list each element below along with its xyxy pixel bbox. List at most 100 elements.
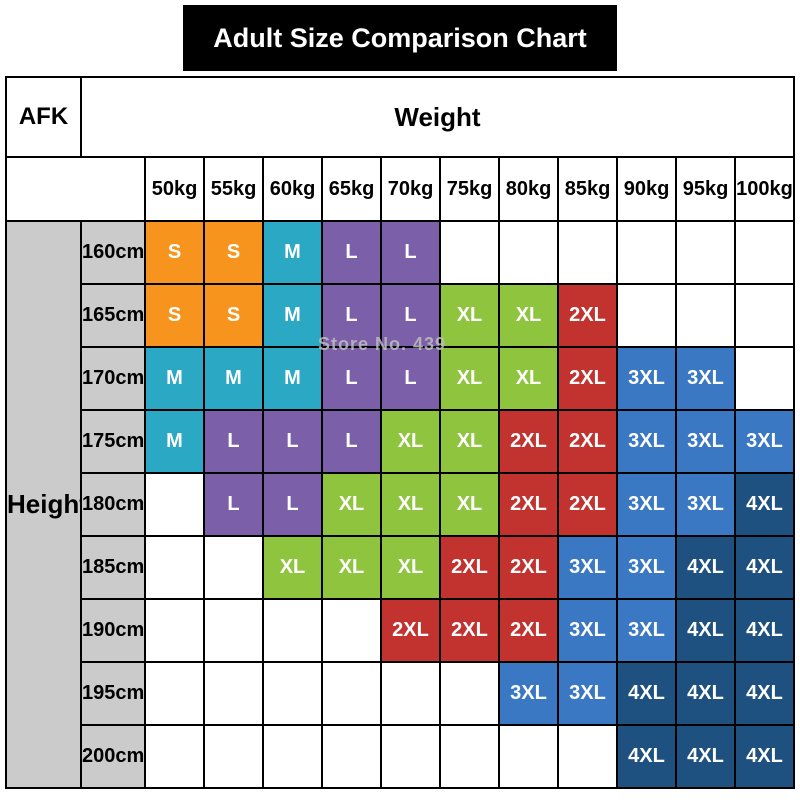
height-label: 170cm <box>80 346 146 411</box>
size-cell: 3XL <box>616 346 677 411</box>
size-cell: L <box>321 409 382 474</box>
weight-header: Weight <box>80 76 795 158</box>
size-cell: 4XL <box>734 472 795 537</box>
weight-label: 75kg <box>439 156 500 222</box>
size-cell: S <box>203 283 264 348</box>
height-label: 185cm <box>80 535 146 600</box>
empty-cell <box>144 661 205 726</box>
size-cell: 4XL <box>675 661 736 726</box>
size-cell: M <box>262 346 323 411</box>
size-cell: 4XL <box>675 535 736 600</box>
size-cell: M <box>262 283 323 348</box>
empty-cell <box>557 724 618 789</box>
empty-cell <box>734 283 795 348</box>
empty-cell <box>439 220 500 285</box>
weight-label: 55kg <box>203 156 264 222</box>
empty-cell <box>203 598 264 663</box>
table-row: 200cm 4XL 4XL 4XL <box>6 724 795 789</box>
weight-label: 95kg <box>675 156 736 222</box>
size-cell: XL <box>380 472 441 537</box>
size-cell: L <box>262 409 323 474</box>
title-bar: Adult Size Comparison Chart <box>5 5 795 71</box>
table-row: 195cm 3XL 3XL 4XL 4XL 4XL <box>6 661 795 726</box>
size-cell: L <box>380 220 441 285</box>
empty-cell <box>262 724 323 789</box>
empty-cell <box>616 283 677 348</box>
header-row: AFK Weight <box>5 76 795 158</box>
size-cell: XL <box>380 409 441 474</box>
size-cell: L <box>321 283 382 348</box>
size-cell: 3XL <box>675 346 736 411</box>
blank-corner-cell <box>5 156 146 222</box>
table-row: 190cm 2XL 2XL 2XL 3XL 3XL 4XL 4XL <box>6 598 795 663</box>
size-cell: 3XL <box>557 661 618 726</box>
size-cell: XL <box>498 283 559 348</box>
size-cell: 4XL <box>734 724 795 789</box>
size-cell: 2XL <box>557 472 618 537</box>
size-cell: XL <box>439 346 500 411</box>
size-cell: 3XL <box>734 409 795 474</box>
size-cell: 4XL <box>734 535 795 600</box>
empty-cell <box>439 661 500 726</box>
empty-cell <box>203 724 264 789</box>
size-cell: L <box>203 472 264 537</box>
weight-label: 70kg <box>380 156 441 222</box>
empty-cell <box>380 661 441 726</box>
size-cell: 4XL <box>675 598 736 663</box>
size-chart-table: AFK Weight 50kg 55kg 60kg 65kg 70kg 75kg 80kg 8… <box>5 76 795 789</box>
size-cell: 2XL <box>380 598 441 663</box>
table-row: 185cm XL XL XL 2XL 2XL 3XL 3XL 4XL 4XL <box>6 535 795 600</box>
empty-cell <box>144 598 205 663</box>
size-cell: M <box>144 409 205 474</box>
size-cell: XL <box>262 535 323 600</box>
height-label: 165cm <box>80 283 146 348</box>
size-cell: 2XL <box>439 598 500 663</box>
empty-cell <box>616 220 677 285</box>
empty-cell <box>498 724 559 789</box>
size-cell: M <box>144 346 205 411</box>
size-cell: L <box>380 346 441 411</box>
size-cell: L <box>380 283 441 348</box>
empty-cell <box>498 220 559 285</box>
weight-label: 85kg <box>557 156 618 222</box>
table-row: Height 160cm S S M L L <box>5 220 795 789</box>
empty-cell <box>321 598 382 663</box>
size-cell: XL <box>321 535 382 600</box>
table-row: 170cm M M M L L XL XL 2XL 3XL 3XL <box>6 346 795 411</box>
size-cell: 4XL <box>616 724 677 789</box>
weight-label: 60kg <box>262 156 323 222</box>
size-cell: M <box>262 220 323 285</box>
height-label: 190cm <box>80 598 146 663</box>
empty-cell <box>734 346 795 411</box>
size-cell: XL <box>439 472 500 537</box>
weight-label: 65kg <box>321 156 382 222</box>
empty-cell <box>675 220 736 285</box>
weight-label: 90kg <box>616 156 677 222</box>
table-row: 165cm S S M L L XL XL 2XL <box>6 283 795 348</box>
weight-labels-row: 50kg 55kg 60kg 65kg 70kg 75kg 80kg 85kg 90kg 95kg… <box>5 156 795 222</box>
size-cell: 3XL <box>616 409 677 474</box>
empty-cell <box>675 283 736 348</box>
empty-cell <box>203 535 264 600</box>
table-row: 180cm L L XL XL XL 2XL 2XL 3XL 3XL 4XL <box>6 472 795 537</box>
empty-cell <box>144 472 205 537</box>
empty-cell <box>203 661 264 726</box>
size-cell: 2XL <box>557 346 618 411</box>
size-cell: XL <box>380 535 441 600</box>
size-cell: 3XL <box>498 661 559 726</box>
height-label: 200cm <box>80 724 146 789</box>
size-cell: 2XL <box>557 409 618 474</box>
size-cell: 2XL <box>498 409 559 474</box>
empty-cell <box>262 661 323 726</box>
size-cell: L <box>321 220 382 285</box>
size-cell: 4XL <box>616 661 677 726</box>
size-cell: 4XL <box>734 661 795 726</box>
size-cell: S <box>203 220 264 285</box>
size-cell: 2XL <box>498 535 559 600</box>
size-cell: XL <box>439 283 500 348</box>
empty-cell <box>380 724 441 789</box>
empty-cell <box>439 724 500 789</box>
size-cell: 3XL <box>616 598 677 663</box>
size-cell: 2XL <box>498 472 559 537</box>
